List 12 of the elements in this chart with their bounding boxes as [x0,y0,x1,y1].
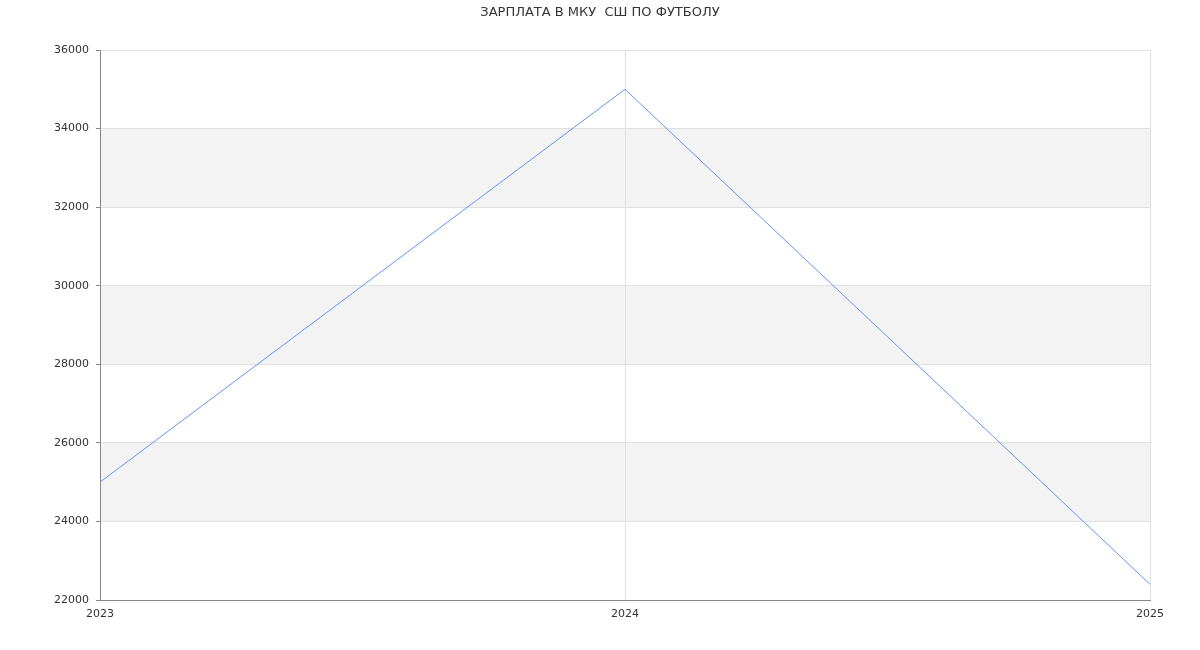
x-tick-label: 2024 [611,607,639,621]
y-tick-label: 32000 [54,200,89,213]
y-tick-label: 22000 [54,592,89,606]
y-tick-label: 24000 [54,514,89,528]
y-tick-label: 34000 [54,121,89,135]
y-tick-label: 36000 [54,42,89,56]
y-tick-label: 30000 [54,278,89,292]
y-tick-label: 26000 [54,435,89,449]
chart-title: ЗАРПЛАТА В МКУ СШ ПО ФУТБОЛУ [479,3,721,21]
x-tick-label: 2023 [86,607,114,621]
x-tick-label: 2025 [1136,607,1164,621]
y-tick-label: 28000 [54,357,89,371]
